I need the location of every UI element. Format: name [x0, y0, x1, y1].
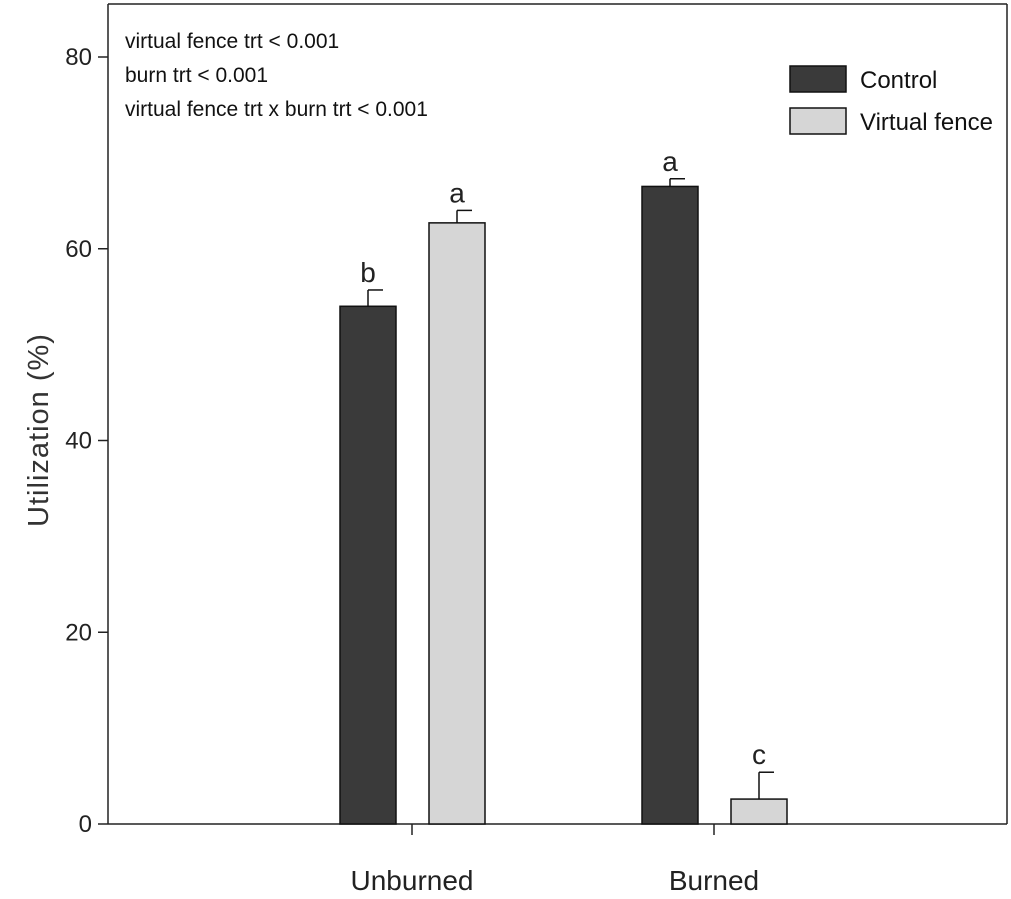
- bar: [428, 222, 486, 825]
- legend-swatch: [789, 107, 847, 135]
- y-tick-label: 0: [79, 811, 92, 838]
- stats-annotations: virtual fence trt < 0.001 burn trt < 0.00…: [125, 30, 428, 121]
- bar: [339, 305, 397, 825]
- stats-annotation: virtual fence trt x burn trt < 0.001: [125, 98, 428, 121]
- x-tick-label: Burned: [669, 865, 759, 896]
- significance-letter: a: [662, 146, 678, 177]
- y-axis-label: Utilization (%): [23, 333, 55, 527]
- stats-annotation: virtual fence trt < 0.001: [125, 30, 339, 53]
- y-tick-label: 20: [65, 619, 92, 646]
- significance-letter: c: [752, 739, 766, 770]
- y-tick-label: 60: [65, 236, 92, 263]
- legend-label: Virtual fence: [860, 109, 993, 136]
- significance-letter: a: [449, 177, 465, 208]
- bar: [730, 798, 788, 825]
- axes: 0 20 40 60 80 Unburned Burned: [65, 3, 1008, 896]
- bar: [641, 185, 699, 825]
- legend-label: Control: [860, 67, 937, 94]
- legend: Control Virtual fence: [789, 65, 993, 136]
- stats-annotation: burn trt < 0.001: [125, 64, 268, 87]
- x-tick-label: Unburned: [351, 865, 474, 896]
- legend-swatch: [789, 65, 847, 93]
- y-tick-label: 40: [65, 428, 92, 455]
- significance-letter: b: [360, 257, 376, 288]
- bars: b a a c: [339, 146, 788, 825]
- y-tick-label: 80: [65, 44, 92, 71]
